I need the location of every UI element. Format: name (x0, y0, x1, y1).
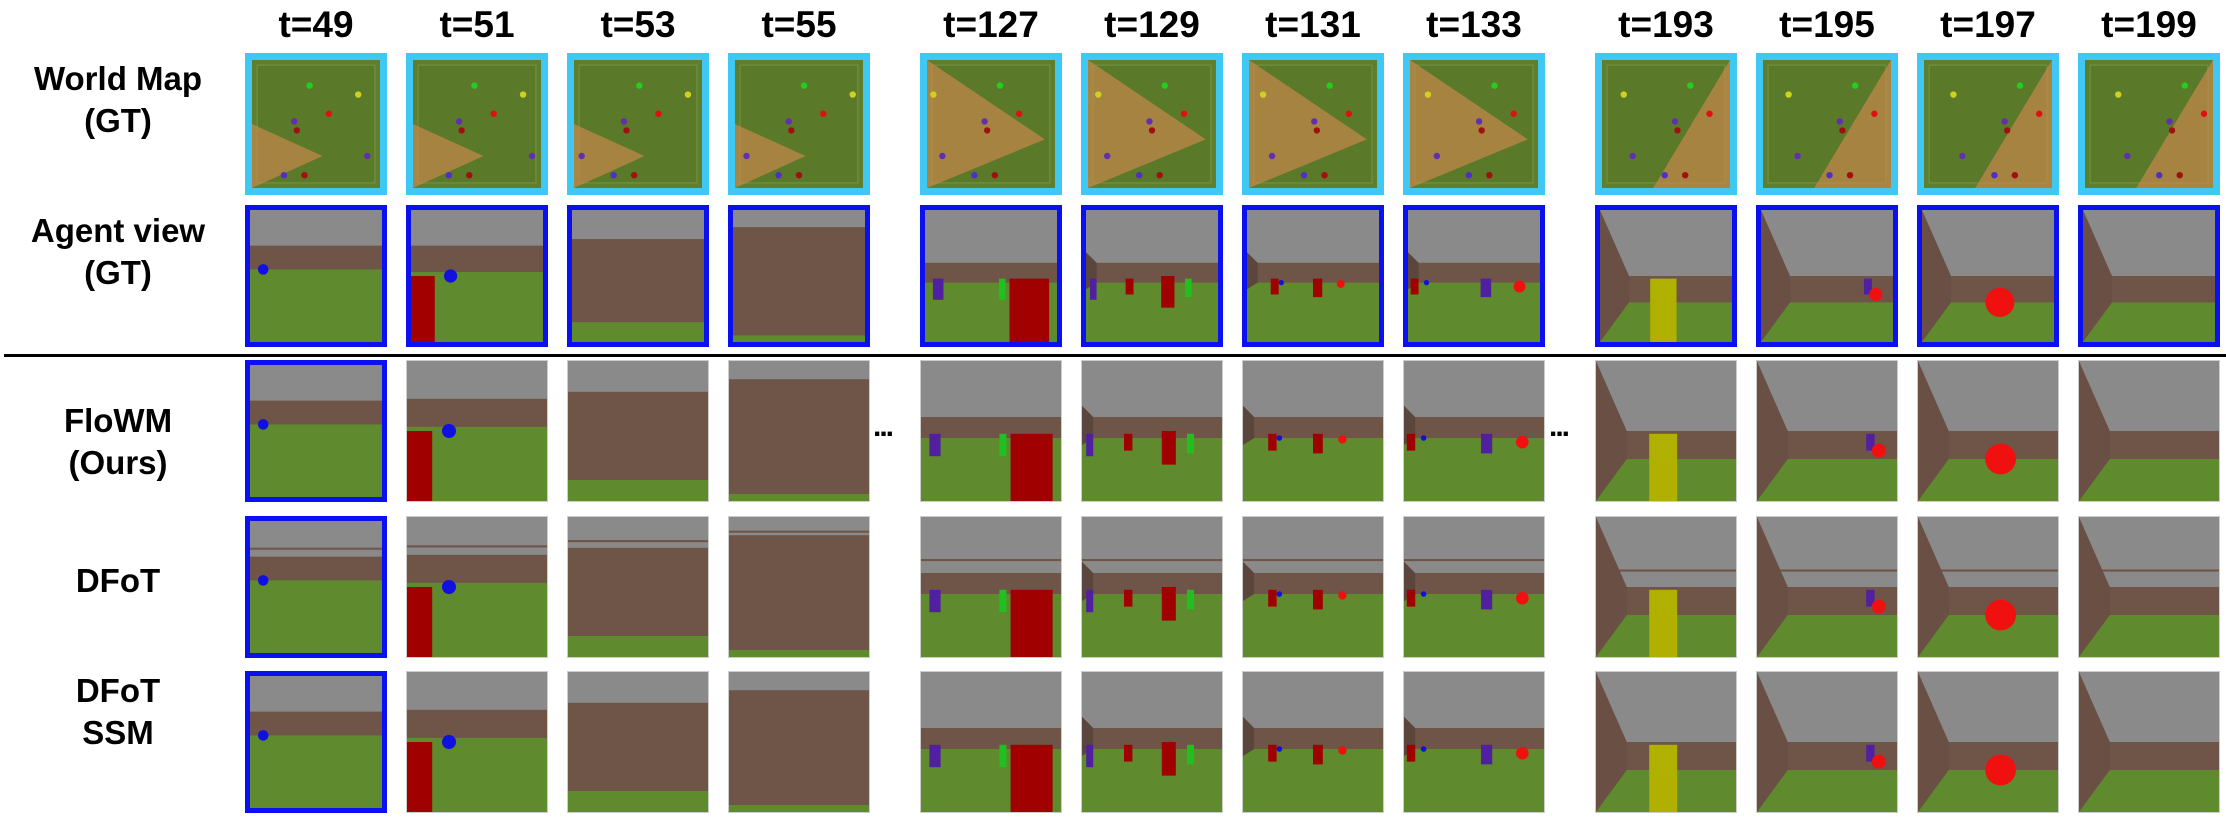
agent-view-image (567, 205, 709, 347)
column-title: t=131 (1265, 4, 1361, 45)
agent-view-image (2078, 671, 2220, 813)
column-title: t=129 (1104, 4, 1200, 45)
agent-view-image (1917, 360, 2059, 502)
agent-view-image (1917, 516, 2059, 658)
agent-view-image (1242, 360, 1384, 502)
world-map-image (1403, 53, 1545, 195)
column-title: t=51 (439, 4, 515, 45)
agent-view-image (1756, 516, 1898, 658)
column-title: t=55 (761, 4, 837, 45)
agent-view-image (1595, 205, 1737, 347)
column-title: t=133 (1426, 4, 1522, 45)
ellipsis-1: ... (873, 410, 894, 443)
agent-view-image (245, 360, 387, 502)
column-title: t=197 (1940, 4, 2036, 45)
agent-view-image (1242, 516, 1384, 658)
agent-view-image (1242, 205, 1384, 347)
column-title: t=195 (1779, 4, 1875, 45)
row-label: Agent view (GT) (30, 212, 206, 291)
agent-view-image (2078, 360, 2220, 502)
agent-view-image (406, 516, 548, 658)
world-map-image (1081, 53, 1223, 195)
world-map-image (1595, 53, 1737, 195)
agent-view-image (1595, 516, 1737, 658)
agent-view-image (2078, 516, 2220, 658)
agent-view-image (567, 360, 709, 502)
agent-view-image (920, 516, 1062, 658)
column-title: t=193 (1618, 4, 1714, 45)
agent-view-image (406, 205, 548, 347)
agent-view-image (920, 360, 1062, 502)
agent-view-image (406, 671, 548, 813)
column-title: t=127 (943, 4, 1039, 45)
world-map-image (2078, 53, 2220, 195)
agent-view-image (728, 205, 870, 347)
agent-view-image (567, 671, 709, 813)
agent-view-image (1403, 516, 1545, 658)
agent-view-image (406, 360, 548, 502)
column-title: t=49 (278, 4, 354, 45)
agent-view-image (2078, 205, 2220, 347)
agent-view-image (1403, 205, 1545, 347)
agent-view-image (1081, 205, 1223, 347)
world-map-image (245, 53, 387, 195)
agent-view-image (1917, 671, 2059, 813)
agent-view-image (1917, 205, 2059, 347)
agent-view-image (1756, 205, 1898, 347)
world-map-image (1756, 53, 1898, 195)
row-label: World Map (GT) (33, 60, 203, 139)
agent-view-image (920, 205, 1062, 347)
agent-view-image (1756, 671, 1898, 813)
column-title: t=199 (2101, 4, 2197, 45)
agent-view-image (245, 516, 387, 658)
row-label: DFoT SSM (75, 672, 161, 751)
row-label: FloWM (Ours) (63, 402, 173, 481)
agent-view-image (1081, 671, 1223, 813)
agent-view-image (1756, 360, 1898, 502)
ellipsis-2: ... (1549, 410, 1570, 443)
world-map-image (1917, 53, 2059, 195)
agent-view-image (1595, 671, 1737, 813)
agent-view-image (1242, 671, 1384, 813)
agent-view-image (728, 516, 870, 658)
world-map-image (406, 53, 548, 195)
agent-view-image (245, 205, 387, 347)
separator-line (4, 354, 2226, 357)
agent-view-image (728, 360, 870, 502)
row-label: DFoT (75, 562, 161, 599)
agent-view-image (920, 671, 1062, 813)
world-map-image (728, 53, 870, 195)
world-map-image (1242, 53, 1384, 195)
agent-view-image (1403, 360, 1545, 502)
agent-view-image (245, 671, 387, 813)
world-map-image (567, 53, 709, 195)
world-map-image (920, 53, 1062, 195)
agent-view-image (728, 671, 870, 813)
column-title: t=53 (600, 4, 676, 45)
agent-view-image (1403, 671, 1545, 813)
agent-view-image (1595, 360, 1737, 502)
agent-view-image (1081, 360, 1223, 502)
agent-view-image (1081, 516, 1223, 658)
agent-view-image (567, 516, 709, 658)
